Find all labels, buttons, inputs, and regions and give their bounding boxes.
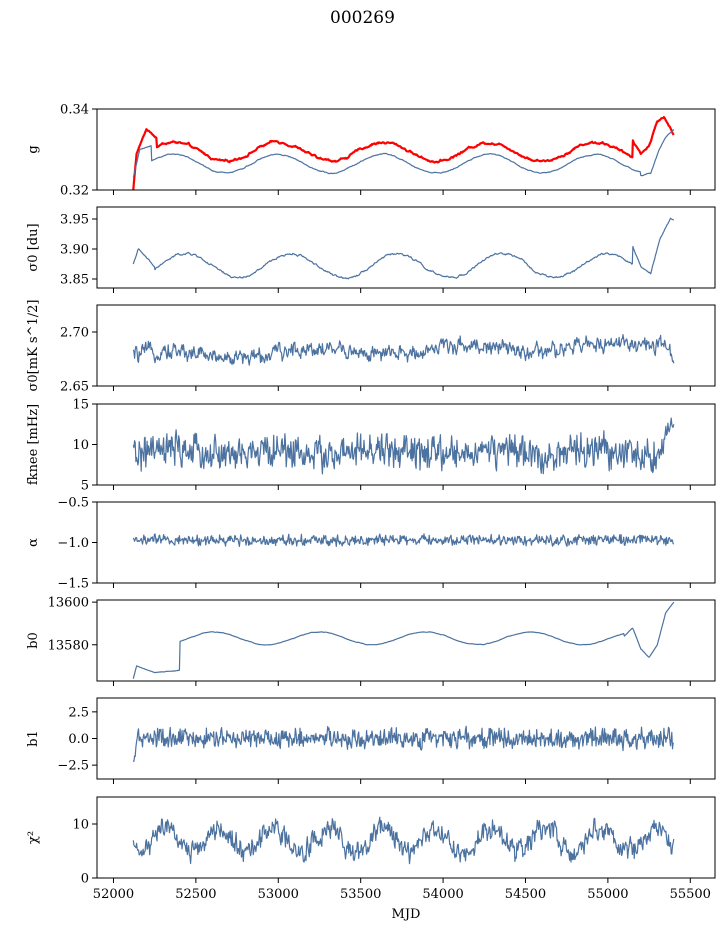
series-line-chi2-0 — [132, 816, 675, 865]
series-line-fknee-0 — [132, 417, 675, 475]
y-axis-label-g: g — [26, 145, 41, 153]
plot-frame-sigma0_du — [96, 206, 716, 289]
x-axis-label: MJD — [392, 907, 421, 922]
plot-frame-g — [96, 108, 716, 191]
y-tick-label-b1-0: −2.5 — [57, 759, 89, 774]
x-tick-label-5: 54500 — [505, 887, 546, 902]
panel-b1: −2.5 0.0 2.5 b1 — [26, 697, 716, 784]
y-tick-label-chi2-1: 10 — [72, 818, 89, 833]
y-tick-label-fknee-1: 10 — [72, 438, 89, 453]
y-tick-label-sigma0_mK-0: 2.65 — [60, 380, 89, 395]
y-tick-label-alpha-2: −0.5 — [57, 496, 89, 511]
plot-frame-b0 — [96, 599, 716, 682]
figure-title: 000269 — [330, 8, 395, 28]
y-axis-label-fknee: fknee [mHz] — [26, 404, 41, 485]
panel-chi2: 0 10 χ² — [26, 796, 716, 887]
y-tick-label-sigma0_mK-1: 2.70 — [60, 326, 89, 341]
panel-sigma0_mK: 2.65 2.70 σ0[mK s^1/2] — [26, 300, 716, 395]
y-tick-label-g-1: 0.34 — [60, 103, 89, 118]
y-tick-label-b0-1: 13600 — [48, 596, 89, 611]
y-tick-label-g-0: 0.32 — [60, 184, 89, 199]
x-tick-label-2: 53000 — [258, 887, 299, 902]
panel-fknee: 5 10 15 fknee [mHz] — [26, 398, 716, 494]
y-tick-label-fknee-0: 5 — [81, 479, 89, 494]
y-axis-label-alpha: α — [26, 538, 41, 547]
y-tick-label-sigma0_du-2: 3.95 — [60, 213, 89, 228]
y-tick-label-alpha-0: −1.5 — [57, 577, 89, 592]
y-tick-label-sigma0_du-1: 3.90 — [60, 243, 89, 258]
series-line-g-1 — [132, 129, 675, 178]
y-axis-label-sigma0_du: σ0 [du] — [26, 223, 41, 271]
y-tick-label-b1-2: 2.5 — [68, 705, 89, 720]
y-axis-label-b0: b0 — [26, 632, 41, 649]
panel-g: 0.32 0.34 g — [26, 103, 716, 199]
y-axis-label-sigma0_mK: σ0[mK s^1/2] — [26, 300, 41, 392]
series-line-g-0 — [132, 116, 675, 190]
y-axis-label-chi2: χ² — [26, 831, 41, 844]
panel-b0: 13580 13600 b0 — [26, 596, 716, 686]
y-tick-label-fknee-2: 15 — [72, 398, 89, 413]
x-tick-label-3: 53500 — [340, 887, 381, 902]
series-line-sigma0_mK-0 — [132, 334, 675, 366]
y-tick-label-b1-1: 0.0 — [68, 732, 89, 747]
y-tick-label-sigma0_du-0: 3.85 — [60, 273, 89, 288]
x-tick-label-0: 52000 — [93, 887, 134, 902]
plot-frame-chi2 — [96, 796, 716, 879]
x-tick-label-7: 55500 — [670, 887, 711, 902]
series-line-alpha-0 — [132, 533, 675, 547]
y-tick-label-b0-0: 13580 — [48, 638, 89, 653]
x-tick-label-6: 55000 — [587, 887, 628, 902]
series-line-b1-0 — [132, 725, 674, 762]
series-line-b0-0 — [132, 601, 675, 679]
y-tick-label-chi2-0: 0 — [81, 872, 89, 887]
series-line-sigma0_du-0 — [132, 217, 674, 280]
x-tick-label-4: 54000 — [422, 887, 463, 902]
panel-alpha: −1.5 −1.0 −0.5 α — [26, 496, 716, 592]
y-axis-label-b1: b1 — [26, 730, 41, 747]
plot-frame-sigma0_mK — [96, 304, 716, 387]
x-tick-label-1: 52500 — [175, 887, 216, 902]
panel-sigma0_du: 3.85 3.90 3.95 σ0 [du] — [26, 206, 716, 293]
y-tick-label-alpha-1: −1.0 — [57, 536, 89, 551]
